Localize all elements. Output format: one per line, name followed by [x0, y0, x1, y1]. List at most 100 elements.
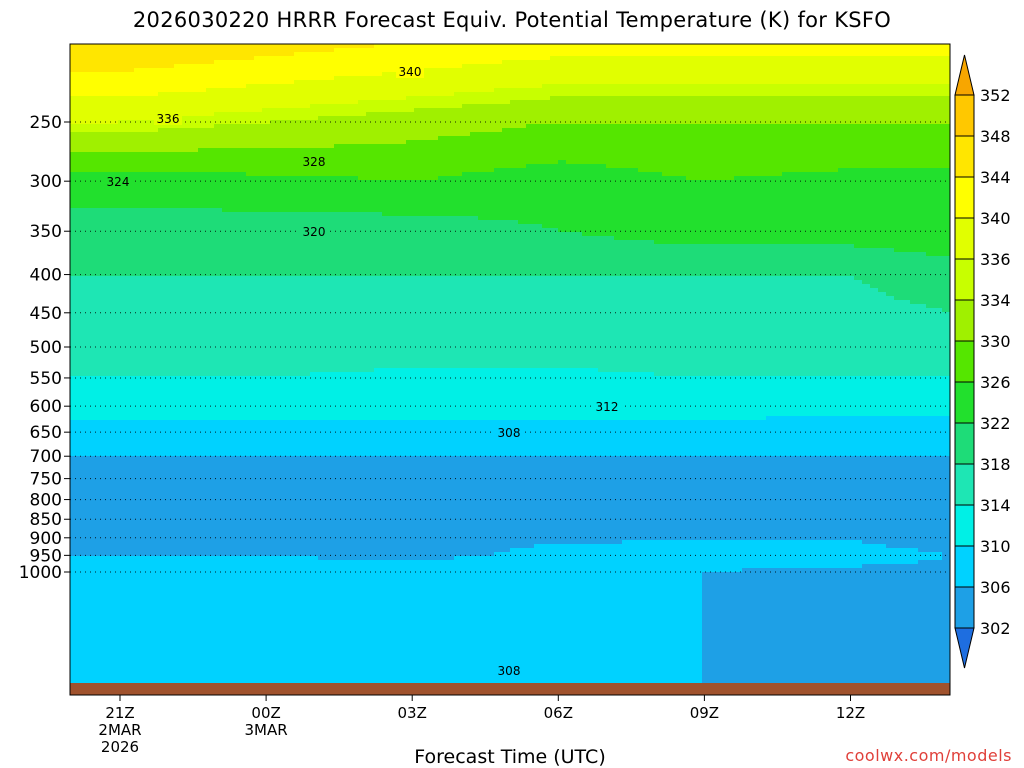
colorbar-label: 340: [980, 209, 1011, 228]
contour-band-cell: [70, 668, 702, 673]
contour-band-cell: [70, 308, 942, 313]
contour-band-cell: [70, 680, 702, 684]
contour-band-cell: [462, 64, 950, 69]
contour-band-cell: [358, 176, 438, 181]
contour-band-cell: [550, 56, 950, 61]
contour-band-cell: [942, 552, 950, 557]
contour-band-cell: [702, 644, 950, 649]
y-tick-label: 800: [30, 491, 62, 511]
contour-band-cell: [742, 568, 950, 573]
contour-band-cell: [366, 112, 950, 117]
colorbar-swatch: [954, 586, 975, 629]
contour-band-cell: [782, 172, 950, 177]
contour-band-cell: [734, 176, 950, 181]
contour-band-cell: [70, 660, 702, 665]
contour-band-cell: [766, 416, 950, 421]
contour-band-cell: [70, 540, 622, 545]
y-tick-label: 700: [30, 447, 62, 467]
contour-band-cell: [310, 372, 654, 377]
contour-band-cell: [598, 368, 950, 373]
pressure-gridlines: [70, 121, 950, 573]
colorbar-bottom-arrow: [954, 627, 975, 669]
contour-label: 336: [157, 112, 180, 126]
contour-band-cell: [622, 540, 862, 545]
contour-band-cell: [70, 536, 950, 541]
contour-band-cell: [70, 104, 310, 109]
contour-band-cell: [70, 372, 310, 377]
y-tick-label: 500: [30, 338, 62, 358]
contour-band-cell: [70, 84, 246, 89]
contour-band-cell: [550, 96, 950, 101]
colorbar-label: 330: [980, 332, 1011, 351]
x-tick-label: 03Z: [398, 704, 427, 722]
contour-band-cell: [406, 140, 950, 145]
contour-band-cell: [134, 68, 422, 73]
colorbar-label: 318: [980, 455, 1011, 474]
filled-contour-bands: [70, 44, 950, 684]
contour-band-cell: [870, 284, 950, 289]
contour-band-cell: [70, 192, 950, 197]
contour-band-cell: [70, 636, 702, 641]
contour-band-cell: [70, 144, 334, 149]
contour-band-cell: [70, 252, 926, 257]
contour-band-cell: [334, 76, 950, 81]
contour-band-cell: [838, 168, 950, 173]
contour-band-cell: [70, 204, 950, 209]
contour-band-cell: [70, 592, 702, 597]
contour-band-cell: [70, 208, 222, 213]
x-axis-title: Forecast Time (UTC): [414, 746, 606, 768]
contour-band-cell: [702, 596, 950, 601]
colorbar-swatch: [954, 381, 975, 424]
contour-band-cell: [70, 528, 950, 533]
contour-band-cell: [70, 644, 702, 649]
contour-band-cell: [854, 244, 950, 249]
contour-band-cell: [310, 104, 462, 109]
contour-label-bg: [300, 155, 328, 168]
contour-band-cell: [70, 632, 702, 637]
contour-band-cell: [70, 332, 950, 337]
contour-band-cell: [70, 488, 950, 493]
contour-band-cell: [702, 628, 950, 633]
contour-band-cell: [878, 288, 950, 293]
contour-band-cell: [70, 184, 950, 189]
x-tick-label: 09Z: [690, 704, 719, 722]
contour-band-cell: [198, 148, 950, 153]
colorbar-swatch: [954, 504, 975, 547]
contour-band-cell: [70, 468, 950, 473]
contour-band-cell: [862, 280, 950, 285]
contour-band-cell: [70, 564, 862, 569]
contour-band-cell: [70, 288, 878, 293]
contour-band-cell: [70, 480, 950, 485]
contour-band-cell: [70, 344, 950, 349]
contour-band-cell: [70, 560, 918, 565]
contour-band-cell: [406, 96, 550, 101]
contour-band-cell: [510, 548, 918, 553]
contour-band-cell: [70, 172, 246, 177]
contour-band-cell: [70, 400, 950, 405]
contour-band-cell: [70, 500, 950, 505]
contour-labels: 340 336 328 324 320 312 308 308: [104, 65, 621, 678]
contour-band-cell: [70, 180, 950, 185]
contour-band-cell: [214, 124, 526, 129]
contour-band-cell: [70, 580, 702, 585]
contour-band-cell: [70, 492, 950, 497]
contour-band-cell: [334, 144, 950, 149]
contour-band-cell: [382, 212, 950, 217]
contour-band-cell: [174, 64, 462, 69]
contour-band-cell: [918, 560, 950, 565]
colorbar: 352 348 344 340 336 334 330 326 322 318 314 310 306 3…: [954, 54, 1011, 669]
contour-band-cell: [70, 68, 134, 73]
contour-band-cell: [702, 620, 950, 625]
contour-band-cell: [702, 672, 950, 677]
contour-band-cell: [918, 548, 950, 553]
contour-band-cell: [686, 176, 734, 181]
colorbar-swatch: [954, 94, 975, 137]
contour-band-cell: [702, 576, 950, 581]
contour-band-cell: [70, 316, 950, 321]
contour-band-cell: [926, 252, 950, 257]
contour-band-cell: [70, 216, 478, 221]
contour-label: 308: [498, 664, 521, 678]
contour-band-cell: [70, 76, 334, 81]
contour-band-cell: [70, 460, 950, 465]
credit-text: coolwx.com/models: [845, 746, 1012, 765]
